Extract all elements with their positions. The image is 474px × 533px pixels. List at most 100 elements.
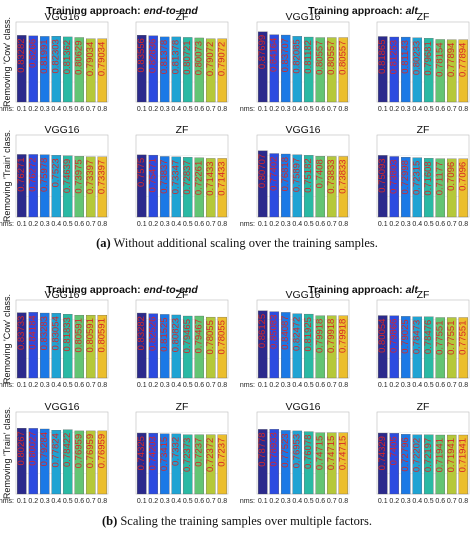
tick-label: 0.5	[63, 106, 73, 113]
bar	[217, 38, 227, 103]
tick-label: 0.3	[160, 106, 170, 113]
tick-label: 0.5	[424, 382, 434, 389]
value-label: 0.75897	[292, 158, 303, 192]
tick-label: 0.6	[74, 382, 84, 389]
tick-label: 0.2	[389, 382, 399, 389]
tick-label: 0.7	[206, 106, 216, 113]
tick-label: 0.4	[292, 382, 302, 389]
value-label: 0.73803	[389, 159, 400, 193]
tick-label: 0.2	[28, 382, 38, 389]
bar	[63, 314, 73, 379]
tick-label: 0.7	[447, 106, 457, 113]
approach-title: Training approach: end-to-end	[46, 5, 198, 17]
bar	[458, 317, 468, 379]
bar	[182, 434, 193, 495]
approach-name: alt	[406, 5, 419, 17]
value-label: 0.87699	[257, 35, 268, 69]
tick-label: 0.4	[51, 382, 61, 389]
tick-label: 0.2	[148, 221, 158, 228]
bar	[280, 430, 291, 495]
value-label: 0.73833	[326, 159, 337, 193]
tick-label: 0.6	[435, 221, 445, 228]
bar	[458, 158, 468, 218]
bar	[86, 156, 96, 218]
model-label: VGG16	[44, 401, 79, 413]
bar	[303, 36, 314, 103]
row-label: Removing 'Cow' class.	[2, 294, 12, 384]
caption-b: (b) Scaling the training samples over mu…	[0, 514, 474, 529]
bar	[400, 434, 411, 495]
tick-label: 0.6	[315, 382, 325, 389]
value-label: 0.71941	[435, 438, 446, 472]
value-label: 0.74715	[326, 436, 337, 470]
tick-label: 0.4	[412, 106, 422, 113]
bar	[326, 37, 337, 103]
model-label: ZF	[176, 124, 189, 136]
value-label: 0.7575	[136, 158, 147, 187]
tick-label: 0.3	[281, 106, 291, 113]
tick-label: 0.2	[269, 382, 279, 389]
x-axis-label: nms:	[0, 498, 14, 505]
bar	[326, 156, 337, 218]
bar	[205, 316, 216, 379]
value-label: 0.83282	[16, 38, 27, 72]
tick-label: 0.8	[338, 498, 348, 505]
bar	[171, 156, 181, 218]
model-label: ZF	[176, 289, 189, 301]
bar	[63, 429, 73, 495]
tick-label: 0.6	[315, 106, 325, 113]
tick-label: 0.7	[447, 498, 457, 505]
value-label: 0.80823	[171, 318, 182, 352]
model-label: ZF	[176, 401, 189, 413]
tick-label: 0.1	[258, 382, 268, 389]
value-label: 0.80557	[315, 41, 326, 75]
model-label: VGG16	[285, 401, 320, 413]
caption-a-text: Without additional scaling over the trai…	[113, 236, 378, 250]
tick-label: 0.1	[378, 382, 388, 389]
value-label: 0.81362	[62, 40, 73, 74]
value-label: 0.82526	[148, 317, 159, 351]
value-label: 0.74203	[148, 436, 159, 470]
tick-label: 0.5	[424, 106, 434, 113]
model-label: VGG16	[285, 289, 320, 301]
tick-label: 0.8	[338, 221, 348, 228]
value-label: 0.73975	[74, 159, 85, 193]
value-label: 0.83283	[39, 316, 50, 350]
value-label: 0.77551	[435, 321, 446, 355]
value-label: 0.77402	[269, 157, 280, 191]
tick-label: 0.8	[97, 221, 107, 228]
value-label: 0.78154	[435, 42, 446, 76]
approach-prefix: Training approach:	[46, 5, 143, 17]
tick-label: 0.6	[435, 498, 445, 505]
tick-label: 0.7	[86, 106, 96, 113]
value-label: 0.82836	[148, 39, 159, 73]
value-label: 0.73415	[159, 437, 170, 471]
tick-label: 0.4	[412, 382, 422, 389]
bar	[326, 315, 337, 379]
model-label: ZF	[176, 11, 189, 23]
bar	[217, 434, 227, 495]
bar	[217, 158, 227, 218]
tick-label: 0.2	[269, 106, 279, 113]
caption-b-text: Scaling the training samples over multip…	[120, 514, 373, 528]
bar	[40, 428, 50, 495]
value-label: 0.80629	[74, 40, 85, 74]
value-label: 0.80721	[182, 40, 193, 74]
model-label: ZF	[417, 401, 430, 413]
value-label: 0.7096	[446, 162, 457, 191]
value-label: 0.81525	[159, 317, 170, 351]
tick-label: 0.2	[269, 221, 279, 228]
bar	[257, 310, 268, 379]
tick-label: 0.4	[171, 106, 181, 113]
tick-label: 0.1	[258, 106, 268, 113]
bar	[423, 158, 434, 218]
value-label: 0.79465	[182, 319, 193, 353]
bar	[435, 317, 445, 379]
bar	[16, 312, 27, 379]
chart-b-cow-alt-zf: ZF0.800540.10.798660.20.790250.30.784730…	[376, 289, 470, 389]
tick-label: 0.3	[401, 106, 411, 113]
value-label: 0.84184	[28, 315, 39, 349]
tick-label: 0.1	[258, 221, 268, 228]
x-axis-label: nms:	[0, 221, 14, 228]
